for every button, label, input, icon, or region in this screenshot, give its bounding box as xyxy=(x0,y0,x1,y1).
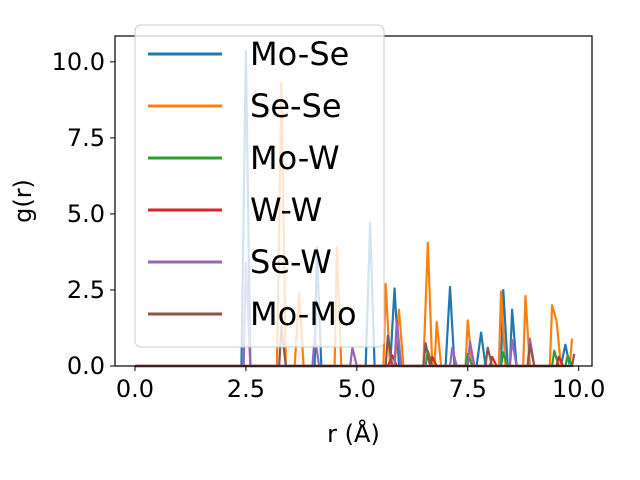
x-tick-label: 0.0 xyxy=(116,375,154,403)
series-line-mo-mo xyxy=(134,325,576,368)
y-axis-label: g(r) xyxy=(9,179,37,223)
x-axis-label: r (Å) xyxy=(327,419,380,448)
legend-label: W-W xyxy=(250,191,322,229)
x-tick-label: 5.0 xyxy=(338,375,376,403)
ticks-group: 0.0 2.5 5.0 7.5 10.0 0.0 2.5 5.0 7.5 10.0 xyxy=(52,48,606,403)
y-tick-label: 5.0 xyxy=(67,200,105,228)
x-tick-label: 7.5 xyxy=(449,375,487,403)
y-tick-label: 2.5 xyxy=(67,276,105,304)
y-tick-label: 7.5 xyxy=(67,124,105,152)
y-tick-label: 0.0 xyxy=(67,352,105,380)
legend-label: Se-Se xyxy=(250,87,342,125)
y-tick-label: 10.0 xyxy=(52,48,105,76)
legend: Mo-Se Se-Se Mo-W W-W Se-W Mo-Mo xyxy=(134,24,385,348)
legend-label: Mo-W xyxy=(250,139,340,177)
x-tick-label: 2.5 xyxy=(227,375,265,403)
legend-label: Mo-Mo xyxy=(250,295,357,333)
x-tick-label: 10.0 xyxy=(552,375,605,403)
legend-label: Mo-Se xyxy=(250,35,349,73)
legend-label: Se-W xyxy=(250,243,332,281)
